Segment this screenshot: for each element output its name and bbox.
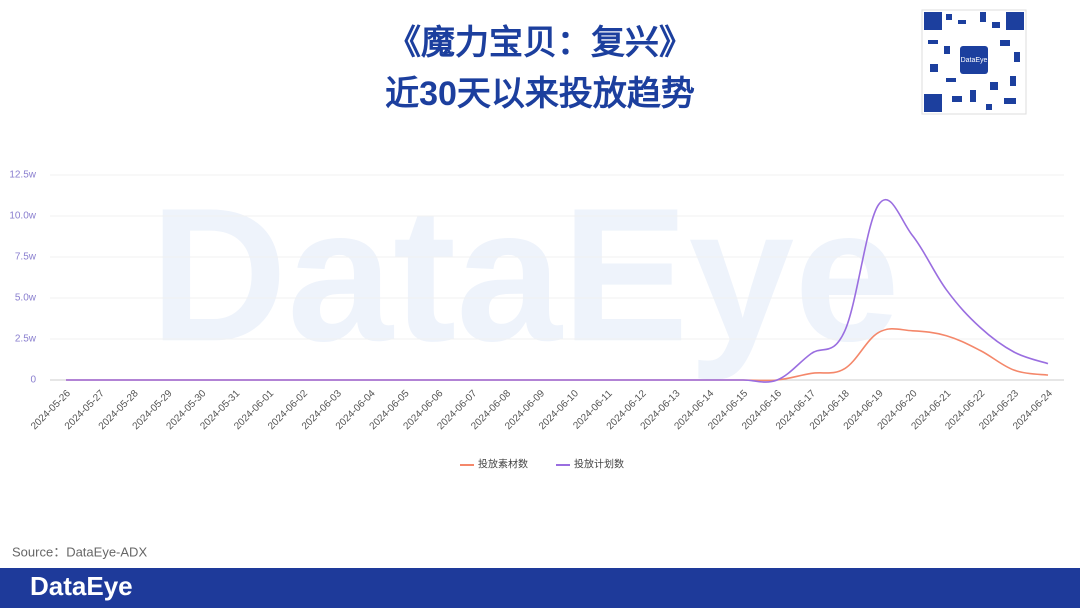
- chart-subtitle: 近30天以来投放趋势: [385, 75, 695, 113]
- legend-label: 投放素材数: [478, 458, 528, 471]
- footer-bar: [0, 568, 1080, 608]
- qr-label: DataEye: [961, 57, 988, 64]
- chart-title: 《魔力宝贝：复兴》: [387, 24, 693, 62]
- y-tick-label: 0: [30, 375, 36, 386]
- legend-label: 投放计划数: [574, 458, 624, 471]
- watermark: DataEye: [150, 169, 900, 381]
- y-tick-label: 7.5w: [15, 252, 37, 263]
- y-tick-label: 12.5w: [9, 170, 36, 181]
- footer-logo: DataEye: [30, 571, 133, 601]
- series-line: [65, 198, 1049, 383]
- y-tick-label: 2.5w: [15, 334, 37, 345]
- source: Source：DataEye-ADX: [12, 544, 147, 559]
- y-tick-label: 10.0w: [9, 211, 36, 222]
- y-tick-label: 5.0w: [15, 293, 37, 304]
- qr-code: DataEye: [921, 9, 1027, 115]
